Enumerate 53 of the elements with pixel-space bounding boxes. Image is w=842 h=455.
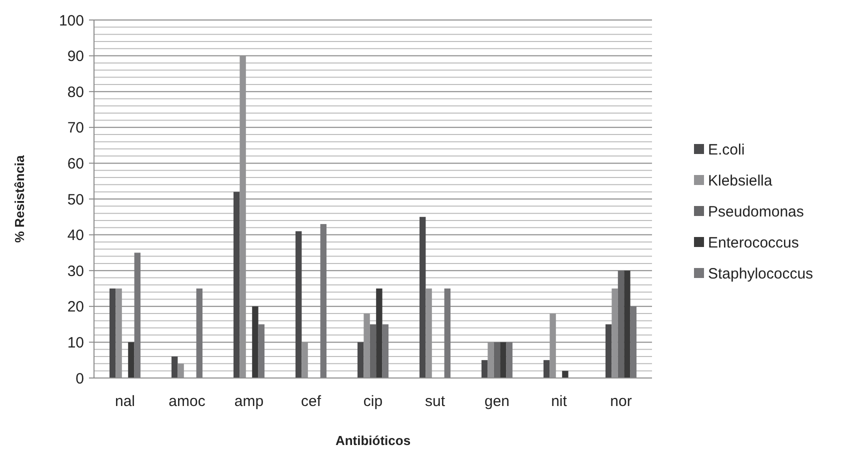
y-tick-label: 70 bbox=[67, 120, 84, 137]
bar bbox=[444, 288, 450, 378]
y-tick-label: 0 bbox=[76, 370, 84, 388]
bar bbox=[320, 224, 326, 378]
bar bbox=[618, 270, 624, 378]
bar bbox=[500, 342, 506, 378]
bar bbox=[196, 288, 202, 378]
bar bbox=[562, 370, 568, 378]
y-tick-label: 10 bbox=[67, 334, 84, 352]
legend-label: Enterococcus bbox=[708, 234, 799, 252]
bar bbox=[258, 324, 264, 378]
x-tick-label: nit bbox=[551, 393, 568, 410]
x-tick-label: cef bbox=[300, 393, 322, 410]
bar bbox=[370, 324, 376, 378]
bar bbox=[624, 270, 630, 378]
y-tick-label: 20 bbox=[67, 298, 84, 316]
bar bbox=[630, 306, 636, 378]
bar bbox=[376, 288, 382, 378]
x-tick-label: gen bbox=[484, 393, 510, 410]
y-tick-label: 40 bbox=[67, 227, 84, 244]
bar bbox=[420, 216, 426, 378]
x-tick-label: amoc bbox=[168, 393, 206, 410]
bar bbox=[482, 360, 488, 378]
x-tick-label: sut bbox=[424, 393, 446, 410]
legend-label: E.coli bbox=[708, 141, 745, 158]
y-axis-title: % Resistência bbox=[12, 154, 27, 243]
legend-label: Staphylococcus bbox=[708, 265, 814, 282]
x-tick-label: nor bbox=[610, 393, 632, 410]
legend-label: Klebsiella bbox=[708, 172, 773, 190]
bar bbox=[506, 342, 512, 378]
bar bbox=[358, 342, 364, 378]
x-axis-title: Antibióticos bbox=[335, 433, 411, 448]
bar bbox=[382, 324, 388, 378]
y-tick-label: 50 bbox=[67, 191, 84, 208]
bar bbox=[296, 231, 302, 378]
y-tick-label: 80 bbox=[67, 84, 84, 101]
x-tick-label: cip bbox=[363, 393, 383, 410]
bar bbox=[172, 356, 178, 378]
y-tick-label: 90 bbox=[67, 48, 84, 66]
bar bbox=[110, 288, 116, 378]
bar bbox=[234, 192, 240, 378]
legend-label: Pseudomonas bbox=[708, 203, 804, 220]
bar bbox=[134, 252, 140, 378]
y-tick-label: 60 bbox=[67, 155, 84, 172]
bar bbox=[606, 324, 612, 378]
bar bbox=[544, 360, 550, 378]
y-tick-label: 30 bbox=[67, 262, 84, 280]
bar bbox=[494, 342, 500, 378]
bar bbox=[128, 342, 134, 378]
x-tick-label: amp bbox=[234, 393, 264, 410]
x-tick-label: nal bbox=[114, 393, 136, 410]
bar bbox=[252, 306, 258, 378]
y-tick-label: 100 bbox=[58, 12, 84, 30]
